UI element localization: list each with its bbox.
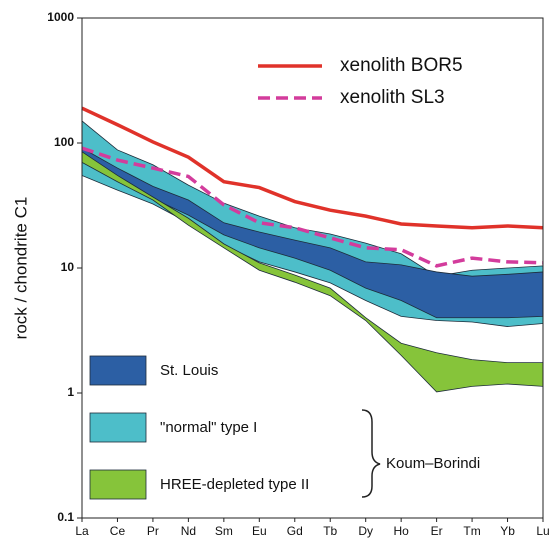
group-label: Koum–Borindi [386,455,480,472]
y-tick-label: 10 [61,260,75,274]
x-tick-label: Tb [323,524,337,538]
x-tick-label: Tm [463,524,480,538]
x-tick-label: La [75,524,89,538]
y-tick-label: 0.1 [57,510,74,524]
x-tick-label: Gd [287,524,303,538]
legend-label: xenolith BOR5 [340,55,463,76]
legend-label: "normal" type I [160,419,257,436]
series-line [81,146,544,268]
y-tick-label: 1 [67,385,74,399]
series-line [81,106,544,230]
x-tick-label: Yb [500,524,515,538]
y-tick-label: 100 [54,135,74,149]
x-tick-label: Eu [252,524,267,538]
y-tick-label: 1000 [47,10,74,24]
legend-label: xenolith SL3 [340,87,445,108]
x-tick-label: Dy [358,524,373,538]
x-tick-label: Pr [147,524,159,538]
legend-swatch [89,469,147,500]
x-tick-label: Ce [110,524,126,538]
y-axis-label: rock / chondrite C1 [11,197,30,340]
x-tick-label: Er [431,524,443,538]
x-tick-label: Ho [393,524,409,538]
legend-label: HREE-depleted type II [160,476,309,493]
legend-swatch [89,355,147,386]
legend-label: St. Louis [160,362,218,379]
x-tick-label: Nd [181,524,196,538]
x-tick-label: Lu [536,524,549,538]
legend-swatch [89,412,147,443]
brace [361,409,381,498]
x-tick-label: Sm [215,524,233,538]
